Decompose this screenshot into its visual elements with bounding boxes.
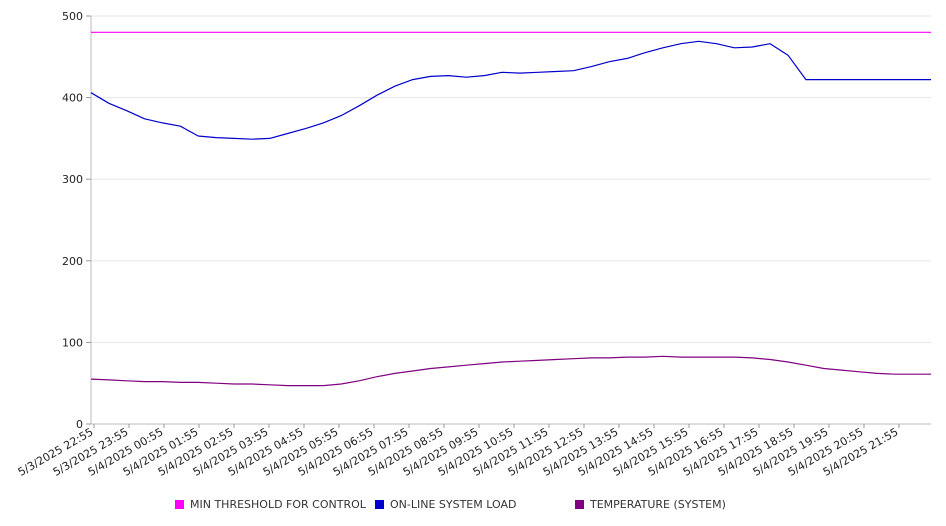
legend: MIN THRESHOLD FOR CONTROL ON-LINE SYSTEM… xyxy=(0,498,946,514)
y-tick-label: 0 xyxy=(76,418,83,431)
x-axis-ticks: 5/3/2025 22:555/3/2025 23:555/4/2025 00:… xyxy=(16,424,901,479)
legend-label-online-load: ON-LINE SYSTEM LOAD xyxy=(390,498,517,511)
legend-swatch-online-load xyxy=(375,500,384,509)
legend-item-min-threshold: MIN THRESHOLD FOR CONTROL xyxy=(175,498,366,511)
series-line-temperature xyxy=(90,355,931,387)
y-axis-ticks: 0 100 200 300 400 500 xyxy=(62,10,91,431)
y-tick-label: 100 xyxy=(62,336,83,349)
series-lines xyxy=(90,31,931,387)
grid-lines xyxy=(91,15,931,425)
legend-label-min-threshold: MIN THRESHOLD FOR CONTROL xyxy=(190,498,366,511)
y-tick-label: 200 xyxy=(62,255,83,268)
y-tick-label: 400 xyxy=(62,92,83,105)
legend-label-temperature: TEMPERATURE (SYSTEM) xyxy=(590,498,726,511)
legend-item-online-load: ON-LINE SYSTEM LOAD xyxy=(375,498,516,511)
legend-swatch-temperature xyxy=(575,500,584,509)
legend-item-temperature: TEMPERATURE (SYSTEM) xyxy=(575,498,726,511)
axes xyxy=(90,16,931,425)
y-tick-label: 500 xyxy=(62,10,83,23)
y-tick-label: 300 xyxy=(62,173,83,186)
series-line-online-load xyxy=(90,40,931,140)
legend-swatch-min-threshold xyxy=(175,500,184,509)
